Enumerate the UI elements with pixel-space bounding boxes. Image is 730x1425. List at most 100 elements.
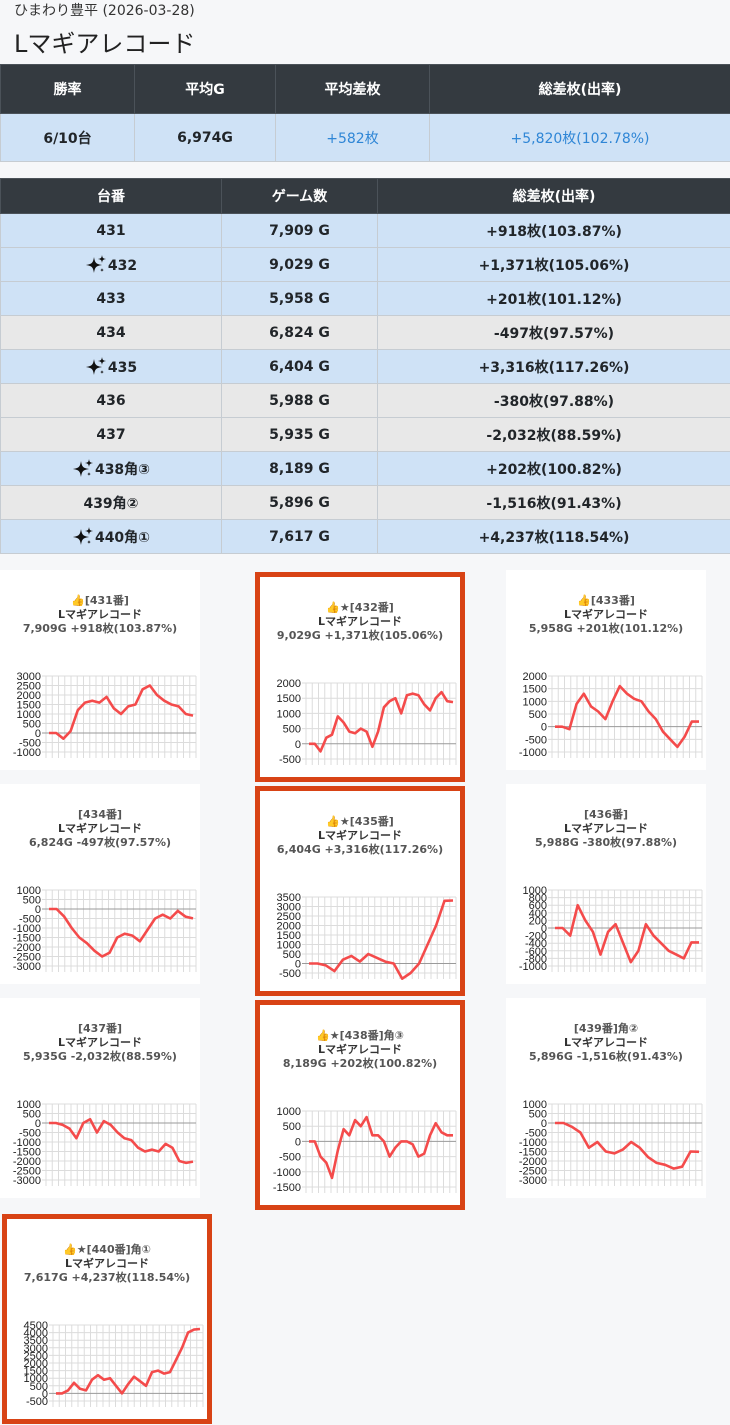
y-tick-label: 1000 [277, 708, 301, 720]
y-tick-label: 0 [541, 1118, 547, 1130]
machine-number: 434 [0, 315, 222, 350]
difference-series-line [555, 684, 699, 749]
machine-number-label: 432 [107, 258, 138, 274]
machine-games: 5,935 G [221, 417, 378, 452]
machine-games: 5,958 G [221, 281, 378, 316]
chart-machine-info: 5,988G -380枚(97.88%) [534, 836, 678, 849]
difference-series-line [56, 1327, 201, 1395]
chart-prefix: 👍 [71, 594, 85, 607]
machine-row: 439角② 5,896 G -1,516枚(91.43%) [0, 485, 730, 520]
machine-number-label: 434 [96, 324, 126, 341]
y-tick-label: 0 [35, 1118, 41, 1130]
y-tick-label: 1500 [24, 1366, 48, 1378]
difference-series-line [49, 684, 194, 740]
chart-machine-name: Lマギアレコード [563, 1036, 648, 1049]
machine-number: 437 [0, 417, 222, 452]
y-tick-label: -3000 [13, 1175, 41, 1187]
chart-header: [436番] Lマギアレコード 5,988G -380枚(97.88%) [506, 808, 706, 850]
chart-header: 👍★[440番]角① Lマギアレコード 7,617G +4,237枚(118.54%… [7, 1243, 207, 1285]
y-tick-label: 1000 [523, 696, 547, 708]
machine-number: 432 [0, 247, 222, 282]
y-tick-label: 600 [529, 900, 547, 912]
y-tick-label: 3000 [24, 1343, 48, 1355]
y-tick-label: 500 [23, 719, 41, 731]
y-tick-label: -3000 [519, 1175, 547, 1187]
y-tick-label: 0 [541, 722, 547, 734]
chart-machine-info: 6,404G +3,316枚(117.26%) [276, 843, 444, 856]
chart-machine-number: [437番] [77, 1022, 123, 1035]
machine-number: 433 [0, 281, 222, 316]
chart-machine-number: [439番]角② [573, 1022, 639, 1035]
machine-games: 7,617 G [221, 519, 378, 554]
machine-chart-card[interactable]: [437番] Lマギアレコード 5,935G -2,032枚(88.59%) 1000… [0, 998, 200, 1198]
machine-chart-card[interactable]: 👍[433番] Lマギアレコード 5,958G +201枚(101.12%) 2000… [506, 570, 706, 770]
machine-row: 437 5,935 G -2,032枚(88.59%) [0, 417, 730, 452]
machine-chart-card[interactable]: 👍[431番] Lマギアレコード 7,909G +918枚(103.87%) 3000… [0, 570, 200, 770]
machine-chart-card[interactable]: 👍★[440番]角① Lマギアレコード 7,617G +4,237枚(118.54%… [2, 1214, 212, 1424]
machine-diff: -2,032枚(88.59%) [377, 417, 730, 452]
machine-diff: -1,516枚(91.43%) [377, 485, 730, 520]
chart-machine-name: Lマギアレコード [57, 1036, 142, 1049]
y-tick-label: -1500 [13, 933, 41, 945]
difference-series-line [555, 903, 699, 964]
y-tick-label: 2500 [277, 911, 301, 923]
machines-header-row: 台番 ゲーム数 総差枚(出率) [0, 178, 730, 214]
chart-machine-info: 5,958G +201枚(101.12%) [528, 622, 684, 635]
chart-header: [437番] Lマギアレコード 5,935G -2,032枚(88.59%) [0, 1022, 200, 1064]
sparkle-icon [85, 357, 108, 376]
chart-prefix: 👍★ [326, 815, 350, 828]
y-tick-label: 0 [295, 1136, 301, 1148]
y-tick-label: -2000 [13, 1156, 41, 1168]
y-tick-label: -500 [279, 754, 301, 766]
y-tick-label: -600 [525, 946, 547, 958]
y-tick-label: 2000 [24, 1358, 48, 1370]
summary-total-diff: +5,820枚(102.78%) [429, 113, 730, 162]
chart-machine-number: [434番] [77, 808, 123, 821]
machine-chart-card[interactable]: 👍★[432番] Lマギアレコード 9,029G +1,371枚(105.06%) 2… [255, 572, 465, 782]
y-tick-label: -1000 [519, 747, 547, 759]
y-tick-label: 0 [35, 728, 41, 740]
machine-diff: +1,371枚(105.06%) [377, 247, 730, 282]
machine-chart-card[interactable]: 👍★[435番] Lマギアレコード 6,404G +3,316枚(117.26%) 3… [255, 786, 465, 996]
y-tick-label: -1500 [519, 1147, 547, 1159]
difference-series-line [555, 1121, 700, 1170]
y-tick-label: 2000 [523, 671, 547, 683]
chart-prefix: 👍★ [63, 1243, 87, 1256]
summary-avg-games: 6,974G [134, 113, 276, 162]
y-tick-label: -1000 [519, 1137, 547, 1149]
y-tick-label: 200 [529, 915, 547, 927]
chart-machine-number: [438番]角③ [339, 1029, 404, 1042]
y-tick-label: -2500 [13, 952, 41, 964]
chart-machine-name: Lマギアレコード [317, 829, 402, 842]
chart-machine-name: Lマギアレコード [317, 1043, 402, 1056]
chart-machine-info: 5,896G -1,516枚(91.43%) [529, 1050, 683, 1063]
y-tick-label: 0 [295, 959, 301, 971]
machine-row: 431 7,909 G +918枚(103.87%) [0, 213, 730, 248]
machine-chart-card[interactable]: 👍★[438番]角③ Lマギアレコード 8,189G +202枚(100.82%) 1… [255, 1000, 465, 1210]
y-tick-label: -2000 [13, 942, 41, 954]
y-tick-label: 2000 [277, 921, 301, 933]
y-tick-label: 800 [529, 893, 547, 905]
y-tick-label: -1500 [13, 1147, 41, 1159]
chart-prefix: 👍★ [316, 1029, 340, 1042]
y-tick-label: 1000 [277, 940, 301, 952]
machine-chart-card[interactable]: [434番] Lマギアレコード 6,824G -497枚(97.57%) 1000 50… [0, 784, 200, 984]
y-tick-label: 500 [23, 1109, 41, 1121]
summary-table: 勝率 平均G 平均差枚 総差枚(出率) 6/10台 6,974G +582枚 +… [0, 64, 730, 162]
y-tick-label: -1000 [519, 961, 547, 973]
page-title: Lマギアレコード [14, 30, 196, 58]
y-tick-label: 2500 [17, 681, 41, 693]
machine-chart-card[interactable]: [436番] Lマギアレコード 5,988G -380枚(97.88%) 1000 80… [506, 784, 706, 984]
machine-chart-card[interactable]: [439番]角② Lマギアレコード 5,896G -1,516枚(91.43%) 10… [506, 998, 706, 1198]
machines-header-number: 台番 [0, 178, 222, 214]
summary-avg-diff: +582枚 [275, 113, 430, 162]
machine-number: 439角② [0, 485, 222, 520]
chart-header: [439番]角② Lマギアレコード 5,896G -1,516枚(91.43%) [506, 1022, 706, 1064]
machine-diff: +4,237枚(118.54%) [377, 519, 730, 554]
y-tick-label: -500 [19, 738, 41, 750]
